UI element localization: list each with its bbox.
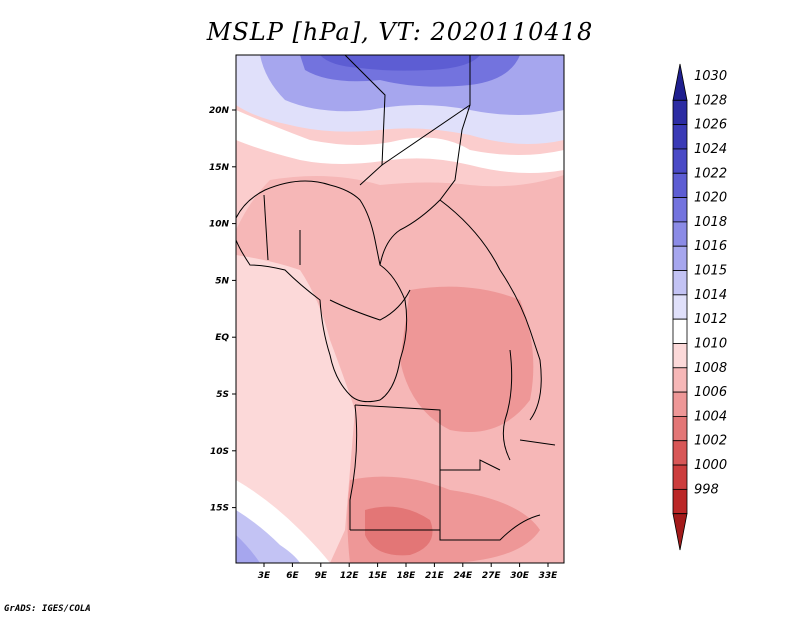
colorbar-swatch [672, 197, 688, 223]
colorbar-swatch [672, 294, 688, 320]
lat-label: 5S [216, 390, 229, 400]
lon-label: 27E [482, 571, 502, 581]
longitude-axis: 3E 6E 9E 12E 15E 18E 21E 24E 27E 30E 33E [258, 563, 558, 581]
lat-label: 10N [209, 220, 230, 230]
lon-label: 12E [340, 571, 360, 581]
colorbar-swatch [672, 221, 688, 247]
colorbar-label: 1024 [694, 142, 727, 157]
colorbar-label: 1008 [694, 361, 727, 376]
colorbar-swatch [672, 270, 688, 296]
lat-label: 20N [209, 106, 230, 116]
lat-label: 10S [210, 447, 229, 457]
pressure-colorbar: 1030 1028 1026 1024 1022 1020 1018 1016 1015 1014… [672, 63, 727, 551]
map-title: MSLP [hPa], VT: 2020110418 [206, 18, 594, 46]
colorbar-label: 1026 [694, 118, 727, 133]
map-frame [235, 54, 565, 564]
colorbar-label: 1012 [694, 312, 727, 327]
colorbar-swatch [672, 99, 688, 126]
lon-label: 6E [286, 571, 299, 581]
lon-label: 30E [510, 571, 530, 581]
pressure-field [236, 55, 564, 563]
lat-label: EQ [215, 333, 229, 343]
colorbar-label: 1018 [694, 215, 727, 230]
lon-label: 9E [315, 571, 328, 581]
colorbar-swatch [672, 318, 688, 344]
colorbar-swatch [672, 367, 688, 393]
lat-label: 5N [215, 276, 229, 286]
grads-credit: GrADS: IGES/COLA [4, 604, 91, 614]
lat-label: 15S [210, 504, 229, 514]
colorbar-label: 1022 [694, 166, 727, 181]
colorbar-label: 1010 [694, 336, 727, 351]
colorbar-label: 1030 [694, 69, 727, 84]
colorbar-label: 1004 [694, 409, 727, 424]
colorbar-label: 1015 [694, 264, 727, 279]
colorbar-swatch [672, 124, 688, 150]
lon-label: 24E [453, 571, 473, 581]
colorbar-label: 1020 [694, 191, 727, 206]
colorbar-label: 1002 [694, 434, 727, 449]
colorbar-swatch [672, 148, 688, 174]
colorbar-swatch [672, 172, 688, 198]
colorbar-swatch [672, 488, 688, 515]
colorbar-label: 1016 [694, 239, 727, 254]
colorbar-swatch [672, 343, 688, 369]
latitude-axis: 20N 15N 10N 5N EQ 5S 10S 15S [209, 106, 236, 514]
colorbar-label: 1000 [694, 458, 727, 473]
lon-label: 21E [425, 571, 445, 581]
lon-label: 3E [258, 571, 271, 581]
lon-label: 15E [368, 571, 388, 581]
lon-label: 33E [539, 571, 559, 581]
colorbar-label: 998 [694, 482, 719, 497]
colorbar-swatch [672, 416, 688, 442]
colorbar-label: 1028 [694, 93, 727, 108]
colorbar-swatch [672, 63, 688, 101]
colorbar-swatch [672, 513, 688, 551]
colorbar-swatch [672, 391, 688, 417]
colorbar-swatch [672, 464, 688, 490]
lon-label: 18E [397, 571, 417, 581]
colorbar-swatch [672, 440, 688, 466]
colorbar-swatch [672, 245, 688, 271]
colorbar-label: 1014 [694, 288, 727, 303]
lat-label: 15N [209, 163, 230, 173]
country-borders [236, 55, 556, 541]
colorbar-label: 1006 [694, 385, 727, 400]
